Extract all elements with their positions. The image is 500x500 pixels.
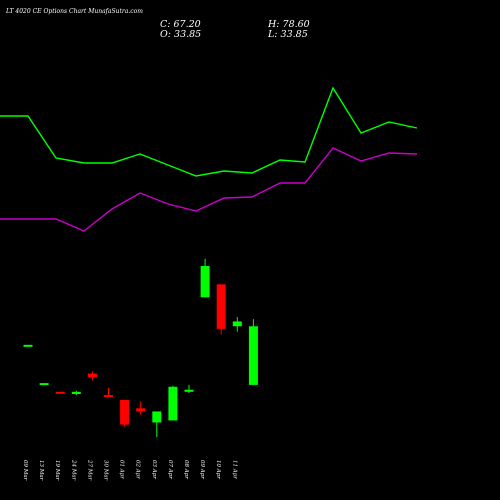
x-tick-label: 19 Mar <box>54 460 60 481</box>
candle-body <box>152 411 162 423</box>
chart-title: LT 4020 CE Options Chart MunafaSutra.com <box>6 8 143 15</box>
x-tick-label: 01 Apr <box>119 460 125 479</box>
low-value: 33.85 <box>280 29 308 40</box>
low-readout: L: 33.85 <box>268 29 308 40</box>
x-tick-label: 08 Apr <box>183 460 189 479</box>
close-label: C: <box>160 19 171 30</box>
high-readout: H: 78.60 <box>268 19 310 30</box>
candle-body <box>87 373 97 378</box>
x-tick-label: 24 Mar <box>70 459 76 481</box>
close-readout: C: 67.20 <box>160 19 201 30</box>
x-tick-label: 27 Mar <box>86 459 92 481</box>
candle-body <box>55 391 65 394</box>
candle-body <box>120 399 130 425</box>
candle-body <box>216 284 226 329</box>
candle-body <box>200 265 210 298</box>
x-tick-label: 07 Apr <box>167 460 173 479</box>
high-label: H: <box>268 19 280 30</box>
candle-body <box>39 383 49 386</box>
x-tick-label: 13 Mar <box>38 460 44 481</box>
candle-body <box>136 408 146 412</box>
open-value: 33.85 <box>174 29 202 40</box>
x-tick-label: 02 Apr <box>135 460 141 479</box>
low-label: L: <box>268 29 278 40</box>
x-tick-label: 09 Apr <box>199 460 205 479</box>
open-label: O: <box>160 29 171 40</box>
high-value: 78.60 <box>282 19 310 30</box>
candle-body <box>232 321 242 327</box>
x-tick-label: 11 Apr <box>231 460 237 479</box>
x-tick-label: 03 Apr <box>151 460 157 479</box>
candle-body <box>168 386 178 421</box>
x-tick-label: 10 Apr <box>215 460 221 479</box>
lower-indicator-line <box>0 147 418 232</box>
candle-body <box>184 389 194 392</box>
candle-body <box>104 395 113 398</box>
upper-indicator-line <box>0 86 418 177</box>
x-tick-label: 30 Mar <box>103 460 109 481</box>
x-tick-label: 09 Mar <box>22 460 28 481</box>
close-value: 67.20 <box>173 19 201 30</box>
candle-body <box>23 344 33 347</box>
candle-body <box>248 326 258 385</box>
candle-body <box>71 391 81 394</box>
open-readout: O: 33.85 <box>160 29 201 40</box>
